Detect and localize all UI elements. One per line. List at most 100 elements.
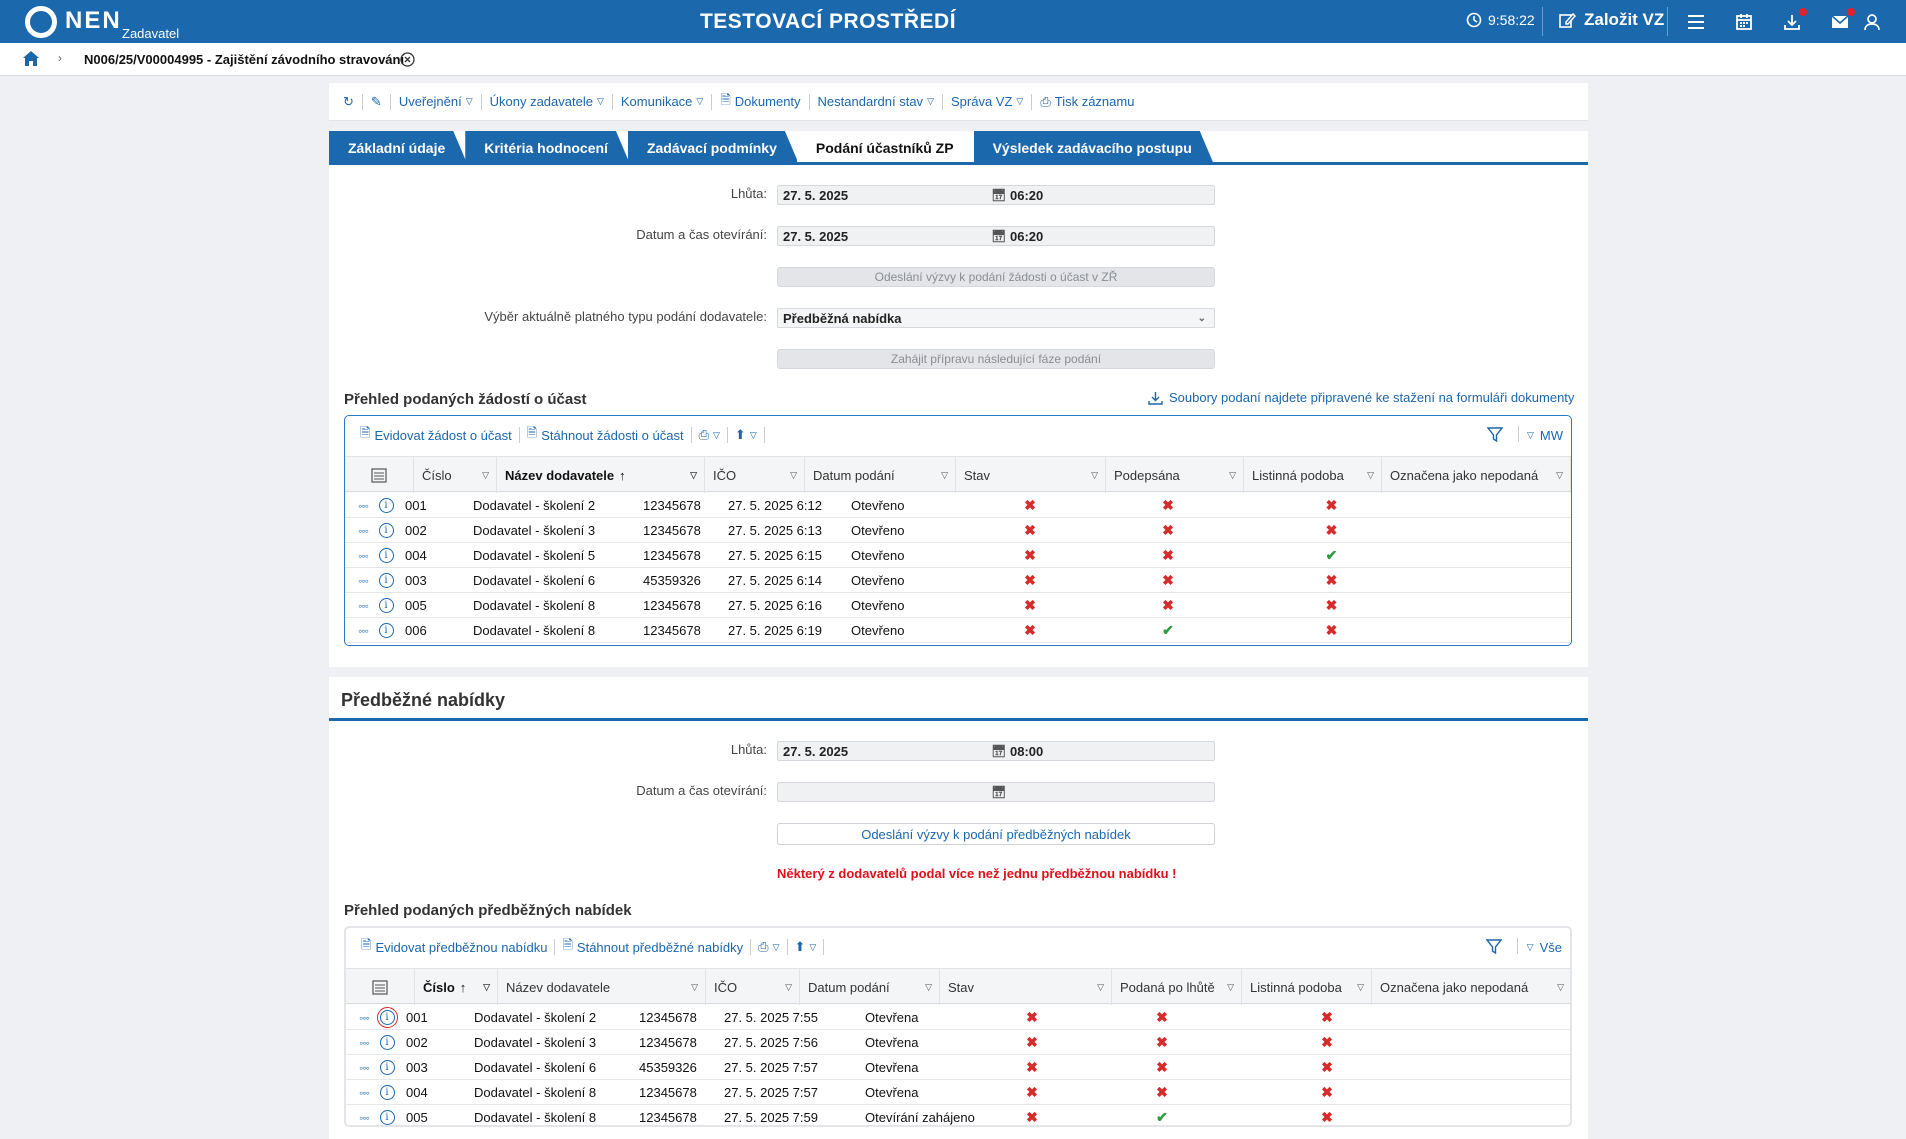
menu-dokumenty[interactable]: 🗎 Dokumenty bbox=[712, 92, 810, 110]
row-detail-button[interactable]: i bbox=[375, 493, 397, 518]
column-settings-icon[interactable] bbox=[346, 969, 415, 1005]
row-actions-button[interactable]: ◦◦◦ bbox=[353, 568, 373, 593]
row-actions-button[interactable]: ◦◦◦ bbox=[353, 618, 373, 643]
column-listinna[interactable]: Listinná podoba ▽ bbox=[1242, 969, 1372, 1005]
menu-ukony-zadavatele[interactable]: Úkony zadavatele ▽ bbox=[482, 93, 613, 110]
open-field[interactable]: 27. 5. 2025 📅︎ 06:20 bbox=[777, 226, 1215, 246]
type-select[interactable]: Předběžná nabídka ⌄ bbox=[777, 308, 1215, 328]
tab-kriteria-hodnoceni[interactable]: Kritéria hodnocení bbox=[465, 131, 630, 164]
cell-datum: 27. 5. 2025 6:12 bbox=[728, 498, 822, 513]
prelim-open-field[interactable]: 📅︎ bbox=[777, 782, 1215, 802]
row-detail-button[interactable]: i bbox=[376, 1105, 398, 1125]
column-ico[interactable]: IČO ▽ bbox=[705, 457, 805, 493]
prelim-lhuta-field[interactable]: 27. 5. 2025 📅︎ 08:00 bbox=[777, 741, 1215, 761]
download-requests-button[interactable]: 🗎 Stáhnout žádosti o účast bbox=[520, 425, 692, 443]
files-link[interactable]: Soubory podaní najdete připravené ke sta… bbox=[1148, 390, 1574, 405]
menu-icon[interactable] bbox=[1685, 11, 1707, 33]
print-menu-button[interactable]: ⎙ ▽ bbox=[751, 939, 788, 955]
tab-vysledek[interactable]: Výsledek zadávacího postupu bbox=[974, 131, 1214, 164]
mail-icon[interactable] bbox=[1829, 8, 1855, 33]
tab-zakladni-udaje[interactable]: Základní údaje bbox=[329, 131, 467, 164]
column-datum[interactable]: Datum podání ▽ bbox=[800, 969, 940, 1005]
send-prelim-invitation-button[interactable]: Odeslání výzvy k podání předběžných nabí… bbox=[777, 823, 1215, 845]
download-offers-button[interactable]: 🗎 Stáhnout předběžné nabídky bbox=[555, 937, 752, 955]
breadcrumb-title[interactable]: N006/25/V00004995 - Zajištění závodního … bbox=[84, 52, 405, 67]
row-actions-button[interactable]: ◦◦◦ bbox=[353, 518, 373, 543]
printer-icon: ⎙ bbox=[758, 939, 769, 954]
row-actions-button[interactable]: ◦◦◦ bbox=[353, 543, 373, 568]
tab-podani-ucastniku[interactable]: Podání účastníků ZP bbox=[797, 131, 976, 164]
calendar-icon[interactable]: 📅︎ bbox=[991, 744, 1007, 758]
menu-uverejneni[interactable]: Uveřejnění ▽ bbox=[391, 93, 482, 110]
view-selector[interactable]: ▽ Vše bbox=[1527, 940, 1562, 955]
cross-icon: ✖ bbox=[1026, 1059, 1038, 1075]
column-nepodana[interactable]: Označena jako nepodaná ▽ bbox=[1372, 969, 1570, 1005]
filter-icon[interactable] bbox=[1486, 427, 1504, 445]
cell-datum: 27. 5. 2025 7:57 bbox=[724, 1085, 818, 1100]
row-detail-button[interactable]: i bbox=[375, 618, 397, 643]
column-stav[interactable]: Stav ▽ bbox=[956, 457, 1106, 493]
cell-flag: ✖ bbox=[1237, 618, 1426, 643]
create-vz-button[interactable]: Založit VZ bbox=[1558, 10, 1664, 30]
prepare-next-phase-button[interactable]: Zahájit přípravu následující fáze podání bbox=[777, 349, 1215, 369]
edit-button[interactable]: ✎ bbox=[363, 93, 391, 110]
row-actions-button[interactable]: ◦◦◦ bbox=[354, 1080, 374, 1105]
filter-icon[interactable] bbox=[1485, 939, 1503, 957]
row-actions-button[interactable]: ◦◦◦ bbox=[353, 493, 373, 518]
row-detail-button[interactable]: i bbox=[375, 593, 397, 618]
row-detail-button[interactable]: i bbox=[376, 1080, 398, 1105]
column-stav[interactable]: Stav ▽ bbox=[940, 969, 1112, 1005]
view-selector[interactable]: ▽ MW bbox=[1527, 428, 1563, 443]
column-cislo[interactable]: Číslo ↑ ▽ bbox=[415, 969, 498, 1005]
calendar-icon[interactable]: 📅︎ bbox=[991, 188, 1007, 202]
row-detail-button[interactable]: i bbox=[376, 1055, 398, 1080]
row-detail-button[interactable]: i bbox=[375, 518, 397, 543]
menu-komunikace[interactable]: Komunikace ▽ bbox=[613, 93, 713, 110]
row-actions-button[interactable]: ◦◦◦ bbox=[354, 1055, 374, 1080]
export-menu-button[interactable]: ⬆︎ ▽ bbox=[728, 427, 765, 443]
menu-tisk-zaznamu[interactable]: ⎙ Tisk záznamu bbox=[1040, 93, 1135, 110]
row-detail-button[interactable]: i bbox=[375, 543, 397, 568]
print-menu-button[interactable]: ⎙ ▽ bbox=[692, 427, 728, 443]
column-nazev[interactable]: Název dodavatele ▽ bbox=[498, 969, 706, 1005]
row-detail-button[interactable]: i bbox=[375, 568, 397, 593]
calendar-icon[interactable]: 📅︎ bbox=[991, 785, 1007, 799]
row-actions-button[interactable]: ◦◦◦ bbox=[354, 1030, 374, 1055]
send-invitation-button[interactable]: Odeslání výzvy k podání žádosti o účast … bbox=[777, 267, 1215, 287]
refresh-button[interactable]: ↻ bbox=[335, 93, 363, 110]
row-detail-button[interactable]: i bbox=[376, 1005, 398, 1030]
download-icon[interactable] bbox=[1781, 8, 1807, 33]
row-actions-button[interactable]: ◦◦◦ bbox=[354, 1105, 374, 1125]
calendar-icon[interactable] bbox=[1733, 11, 1755, 33]
row-detail-button[interactable]: i bbox=[376, 1030, 398, 1055]
close-icon[interactable] bbox=[400, 52, 415, 67]
column-settings-icon[interactable] bbox=[345, 457, 414, 493]
calendar-icon[interactable]: 📅︎ bbox=[991, 229, 1007, 243]
column-po-lhute[interactable]: Podaná po lhůtě ▽ bbox=[1112, 969, 1242, 1005]
row-actions-button[interactable]: ◦◦◦ bbox=[353, 593, 373, 618]
column-ico[interactable]: IČO ▽ bbox=[706, 969, 800, 1005]
printer-icon: ⎙ bbox=[698, 427, 709, 442]
row-actions-button[interactable]: ◦◦◦ bbox=[354, 1005, 374, 1030]
caret-down-icon: ▽ bbox=[790, 470, 797, 480]
home-icon[interactable] bbox=[22, 50, 40, 67]
lhuta-field[interactable]: 27. 5. 2025 📅︎ 06:20 bbox=[777, 185, 1215, 205]
register-offer-button[interactable]: 🗎 Evidovat předběžnou nabídku bbox=[354, 937, 556, 955]
app-logo[interactable]: NEN bbox=[65, 7, 122, 34]
caret-down-icon: ▽ bbox=[696, 96, 704, 106]
column-nazev[interactable]: Název dodavatele ↑ ▽ bbox=[497, 457, 705, 493]
column-listinna[interactable]: Listinná podoba ▽ bbox=[1244, 457, 1382, 493]
column-datum[interactable]: Datum podání ▽ bbox=[805, 457, 956, 493]
grid-toolbar: 🗎 Evidovat předběžnou nabídku 🗎 Stáhnout p… bbox=[346, 928, 1570, 966]
caret-down-icon: ▽ bbox=[483, 982, 490, 992]
column-nepodana[interactable]: Označena jako nepodaná ▽ bbox=[1382, 457, 1571, 493]
nen-logo-icon[interactable] bbox=[25, 6, 57, 38]
menu-nestandardni-stav[interactable]: Nestandardní stav ▽ bbox=[810, 93, 943, 110]
tab-zadavaci-podminky[interactable]: Zadávací podmínky bbox=[628, 131, 799, 164]
register-request-button[interactable]: 🗎 Evidovat žádost o účast bbox=[353, 425, 520, 443]
column-cislo[interactable]: Číslo ▽ bbox=[414, 457, 497, 493]
column-podepsana[interactable]: Podepsána ▽ bbox=[1106, 457, 1244, 493]
user-icon[interactable] bbox=[1861, 11, 1883, 33]
export-menu-button[interactable]: ⬆︎ ▽ bbox=[788, 939, 825, 955]
menu-sprava-vz[interactable]: Správa VZ ▽ bbox=[943, 93, 1033, 110]
